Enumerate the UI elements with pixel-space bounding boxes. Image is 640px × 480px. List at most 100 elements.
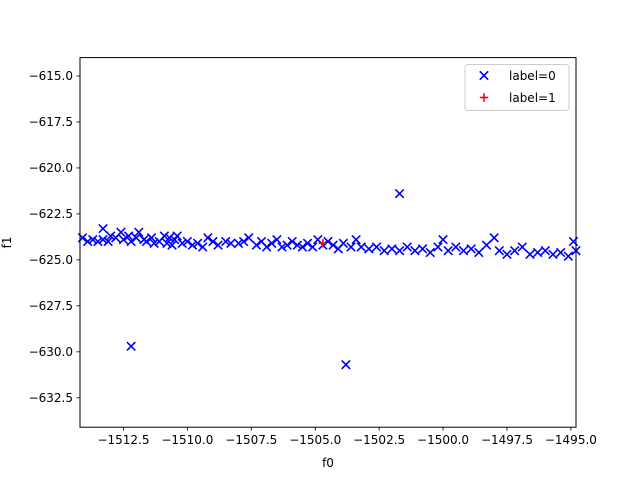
- data-point-label0: [474, 247, 484, 258]
- legend-marker-symbol: [479, 93, 489, 102]
- data-point-label0: [481, 240, 492, 250]
- data-point-label0: [103, 236, 113, 247]
- data-point-label0: [203, 233, 213, 243]
- plot-points: [77, 188, 581, 370]
- y-tick-label: −625.0: [29, 253, 73, 267]
- data-point-label0: [277, 242, 287, 252]
- legend-marker-symbol: [479, 70, 489, 81]
- data-point-label0: [146, 233, 157, 243]
- data-point-label0: [287, 236, 297, 247]
- data-point-label0: [346, 242, 356, 252]
- data-point-label0: [307, 242, 318, 252]
- y-tick-label: −615.0: [29, 69, 73, 83]
- x-axis: −1512.5 −1510.0 −1507.5 −1505.0 −1502.5 −1500…: [97, 427, 597, 447]
- data-point-label0: [118, 234, 129, 245]
- data-point-label0: [438, 234, 448, 245]
- y-tick-label: −632.5: [29, 391, 73, 405]
- data-point-label0: [172, 231, 182, 241]
- data-point-label0: [466, 244, 476, 254]
- x-tick-label: −1505.0: [289, 433, 341, 447]
- data-point-label0: [517, 242, 528, 252]
- data-point-label0: [233, 238, 244, 249]
- data-point-label0: [328, 240, 338, 250]
- legend-label-label0: label=0: [509, 69, 556, 83]
- data-point-label0: [162, 238, 172, 249]
- data-point-label0: [540, 245, 551, 256]
- data-point-label0: [364, 244, 374, 254]
- data-point-label0: [494, 245, 505, 256]
- data-point-label0: [197, 242, 208, 252]
- data-point-label0: [149, 238, 159, 249]
- data-point-label0: [532, 247, 543, 258]
- data-point-label0: [98, 223, 108, 234]
- data-point-label0: [451, 242, 461, 252]
- data-point-label0: [379, 245, 390, 256]
- data-point-label0: [323, 236, 333, 247]
- x-tick-label: −1512.5: [97, 433, 149, 447]
- data-point-label0: [489, 233, 499, 243]
- data-point-label0: [341, 359, 351, 370]
- y-axis: −615.0 −617.5 −620.0 −622.5 −625.0 −627.5 −630…: [29, 69, 80, 405]
- x-tick-label: −1497.5: [481, 433, 533, 447]
- x-tick-label: −1502.5: [353, 433, 405, 447]
- data-point-label0: [226, 238, 236, 249]
- data-point-label0: [410, 245, 420, 256]
- y-tick-label: −630.0: [29, 345, 73, 359]
- data-point-label0: [251, 240, 262, 250]
- data-point-label0: [443, 245, 453, 256]
- data-point-label0: [182, 236, 193, 247]
- legend-frame: [464, 64, 570, 111]
- legend-marker-label0: [479, 70, 489, 81]
- data-point-label0: [177, 238, 188, 249]
- data-point-label0: [141, 236, 152, 247]
- data-point-label0: [433, 242, 443, 252]
- data-point-label0: [187, 240, 198, 250]
- data-point-label0: [261, 242, 272, 252]
- data-point-label0: [351, 234, 361, 245]
- x-axis-label: f0: [322, 456, 334, 470]
- data-point-label0: [502, 249, 512, 260]
- data-point-label0: [105, 231, 116, 241]
- data-point-label0: [116, 227, 126, 238]
- data-point-label0: [88, 234, 98, 245]
- y-tick-label: −622.5: [29, 207, 73, 221]
- data-point-label0: [272, 234, 282, 245]
- data-point-label0: [134, 227, 144, 238]
- legend: label=0 label=1: [464, 64, 570, 111]
- data-point-label0: [417, 244, 428, 254]
- data-point-label0: [563, 251, 574, 261]
- data-point-label0: [164, 233, 175, 243]
- data-point-label0: [123, 231, 134, 241]
- x-tick-label: −1495.0: [545, 433, 597, 447]
- data-point-label0: [525, 249, 535, 260]
- data-point-label0: [82, 236, 93, 247]
- data-point-label0: [238, 236, 249, 247]
- data-point-label0: [192, 238, 203, 249]
- data-point-label0: [302, 238, 313, 249]
- data-point-label0: [509, 245, 520, 256]
- data-point-label0: [126, 341, 136, 352]
- data-point-label0: [93, 236, 103, 247]
- y-axis-label: f1: [0, 236, 14, 248]
- x-tick-label: −1500.0: [417, 433, 469, 447]
- x-tick-label: −1510.0: [161, 433, 213, 447]
- data-point-label0: [425, 247, 436, 258]
- data-point-label0: [220, 236, 231, 247]
- data-point-label0: [371, 242, 382, 252]
- data-point-label0: [292, 240, 303, 250]
- data-point-label0: [548, 249, 558, 260]
- data-point-label0: [243, 233, 254, 243]
- data-point-label0: [356, 242, 367, 252]
- data-point-label0: [394, 188, 405, 199]
- data-point-label0: [297, 242, 308, 252]
- data-point-label0: [555, 247, 566, 258]
- data-point-label0: [213, 240, 223, 250]
- data-point-label0: [387, 244, 397, 254]
- data-point-label0: [167, 240, 177, 250]
- data-point-label0: [208, 236, 218, 247]
- data-point-label0: [282, 240, 292, 250]
- x-tick-label: −1507.5: [225, 433, 277, 447]
- data-point-label0: [402, 242, 413, 252]
- data-point-label0: [394, 245, 405, 256]
